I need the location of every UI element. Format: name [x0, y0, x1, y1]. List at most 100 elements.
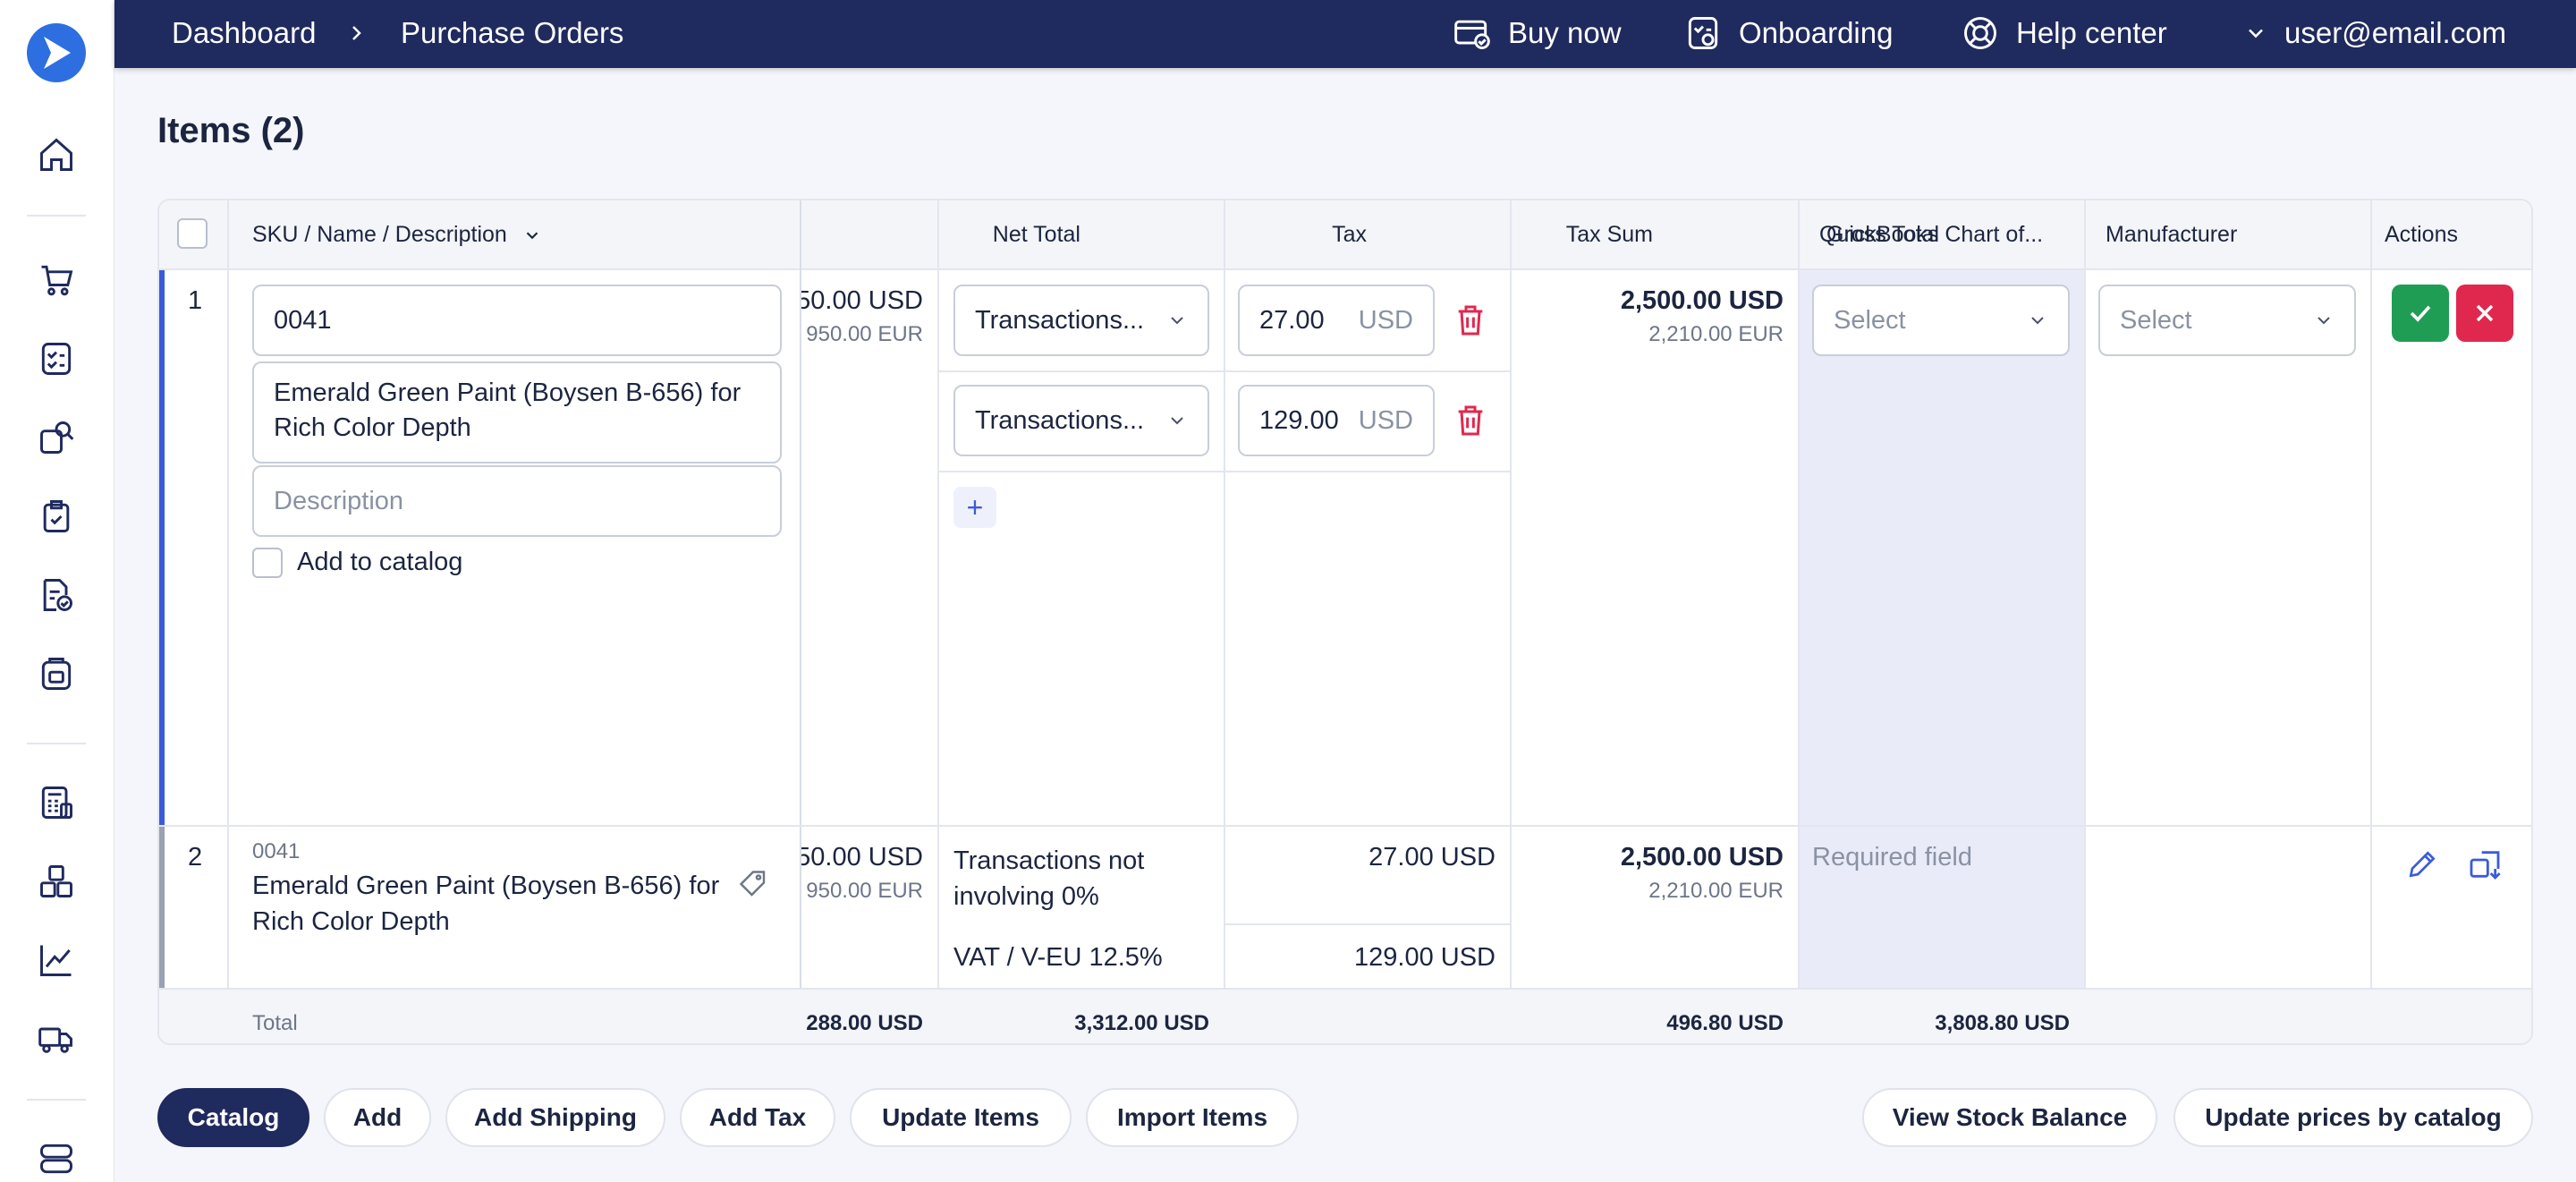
onboarding-icon	[1688, 17, 1718, 49]
gross-total-eur: 2,210.00 EUR	[1648, 322, 1784, 346]
duplicate-button[interactable]	[2460, 839, 2510, 889]
description-input[interactable]: Description	[252, 465, 782, 537]
chevron-down-icon	[1171, 317, 1183, 325]
copy-swap-icon	[2470, 851, 2501, 880]
check-icon	[2410, 305, 2431, 322]
header-net-total: Net Total	[992, 222, 1080, 247]
help-center-label: Help center	[2016, 16, 2167, 49]
add-tax-button[interactable]: Add Tax	[680, 1088, 835, 1147]
search-docs-icon[interactable]	[32, 413, 80, 462]
boxes-icon[interactable]	[32, 857, 80, 906]
catalog-button[interactable]: Catalog	[157, 1088, 309, 1147]
tax-sum-input-2[interactable]: 129.00 USD	[1238, 385, 1435, 456]
tax-name-2: VAT / V-EU 12.5%	[953, 943, 1163, 972]
tax-sum-input-1[interactable]: 27.00 USD	[1238, 285, 1435, 356]
calculator-icon[interactable]	[32, 778, 80, 827]
chevron-right-icon	[349, 15, 365, 59]
onboarding-link[interactable]: Onboarding	[1683, 13, 1893, 54]
total-gross: 496.80 USD	[1666, 1011, 1784, 1035]
name-input[interactable]: Emerald Green Paint (Boysen B-656) for R…	[252, 361, 782, 463]
add-to-catalog-checkbox[interactable]	[252, 548, 283, 578]
help-center-link[interactable]: Help center	[1961, 13, 2167, 54]
pencil-icon	[2409, 851, 2436, 878]
chevron-down-icon	[2031, 317, 2044, 325]
header-sku[interactable]: SKU / Name / Description	[252, 222, 542, 248]
chevron-down-icon	[2249, 29, 2263, 38]
name-line-1: Emerald Green Paint (Boysen B-656) for	[274, 378, 741, 407]
total-quickbooks: 3,808.80 USD	[1935, 1011, 2070, 1035]
total-label: Total	[252, 1011, 298, 1035]
add-button[interactable]: Add	[324, 1088, 431, 1147]
net-total-usd: 50.00 USD	[801, 843, 923, 872]
buy-now-link[interactable]: Buy now	[1453, 13, 1622, 54]
home-icon[interactable]	[32, 131, 80, 179]
header-gross-total: Gross Total	[1826, 222, 1939, 247]
tax-sum-2: 129.00 USD	[1354, 943, 1496, 972]
sidebar	[0, 0, 114, 1182]
edit-button[interactable]	[2397, 839, 2447, 889]
total-row: Total 288.00 USD 3,312.00 USD 496.80 USD…	[159, 988, 2531, 1043]
net-total-usd: 50.00 USD	[801, 286, 923, 315]
items-table: SKU / Name / Description Net Total Tax T…	[157, 199, 2533, 1045]
wallet-icon[interactable]	[32, 650, 80, 698]
view-stock-balance-button[interactable]: View Stock Balance	[1862, 1088, 2157, 1147]
net-total-eur: 950.00 EUR	[806, 322, 923, 346]
sku-input[interactable]: 0041	[252, 285, 782, 356]
clipboard-check-icon[interactable]	[32, 492, 80, 540]
quickbooks-required: Required field	[1812, 843, 1972, 872]
manufacturer-select[interactable]: Select	[2098, 285, 2356, 356]
add-shipping-button[interactable]: Add Shipping	[445, 1088, 665, 1147]
trash-icon	[1458, 305, 1483, 336]
table-header: SKU / Name / Description Net Total Tax T…	[159, 200, 2531, 270]
server-icon[interactable]	[32, 1135, 80, 1182]
buy-now-label: Buy now	[1508, 16, 1622, 49]
total-net: 288.00 USD	[806, 1011, 923, 1035]
chevron-down-icon	[1171, 417, 1183, 425]
gross-total-eur: 2,210.00 EUR	[1648, 879, 1784, 903]
update-prices-button[interactable]: Update prices by catalog	[2174, 1088, 2533, 1147]
page-title: Items (2)	[157, 111, 305, 150]
catalog-tag-button[interactable]	[733, 864, 773, 904]
truck-icon[interactable]	[32, 1015, 80, 1063]
chevron-down-icon	[2318, 317, 2330, 325]
close-icon	[2476, 304, 2494, 322]
tax-select-2[interactable]: Transactions...	[953, 385, 1209, 456]
onboarding-label: Onboarding	[1739, 16, 1894, 49]
header-tax-sum: Tax Sum	[1565, 222, 1653, 247]
select-all-checkbox[interactable]	[177, 218, 208, 249]
app-logo[interactable]	[27, 23, 86, 82]
tax-name-1: Transactions not involving 0%	[953, 846, 1145, 911]
lifebuoy-icon	[1964, 17, 1996, 49]
net-total-eur: 950.00 EUR	[806, 879, 923, 903]
gross-total-usd: 2,500.00 USD	[1620, 286, 1784, 315]
breadcrumb-dashboard[interactable]: Dashboard	[172, 16, 317, 49]
header-actions: Actions	[2385, 222, 2458, 247]
row-index: 2	[188, 843, 203, 872]
checklist-icon[interactable]	[32, 335, 80, 383]
user-email: user@email.com	[2284, 16, 2507, 49]
update-items-button[interactable]: Update Items	[850, 1088, 1072, 1147]
top-bar: Dashboard Purchase Orders Buy now Onboar…	[114, 0, 2576, 68]
cancel-button[interactable]	[2456, 285, 2513, 342]
add-to-catalog-label: Add to catalog	[297, 548, 463, 576]
chevron-down-icon	[526, 232, 538, 240]
delete-tax-button[interactable]	[1442, 292, 1499, 349]
gross-total-usd: 2,500.00 USD	[1620, 843, 1784, 872]
invoice-check-icon[interactable]	[32, 571, 80, 619]
chart-line-icon[interactable]	[32, 936, 80, 984]
quickbooks-select[interactable]: Select	[1812, 285, 2070, 356]
total-tax: 3,312.00 USD	[1074, 1011, 1209, 1035]
add-tax-line-button[interactable]: +	[953, 487, 996, 528]
confirm-button[interactable]	[2392, 285, 2449, 342]
name-line-2: Rich Color Depth	[274, 413, 471, 442]
import-items-button[interactable]: Import Items	[1086, 1088, 1299, 1147]
header-manufacturer: Manufacturer	[2106, 222, 2238, 247]
user-menu[interactable]: user@email.com	[2243, 13, 2506, 54]
card-check-icon	[1454, 20, 1490, 49]
tax-sum-1: 27.00 USD	[1368, 843, 1496, 872]
tax-select-1[interactable]: Transactions...	[953, 285, 1209, 356]
cart-icon[interactable]	[32, 256, 80, 304]
header-tax: Tax	[1332, 222, 1367, 247]
row-sku: 0041	[252, 839, 301, 863]
delete-tax-button[interactable]	[1442, 392, 1499, 449]
